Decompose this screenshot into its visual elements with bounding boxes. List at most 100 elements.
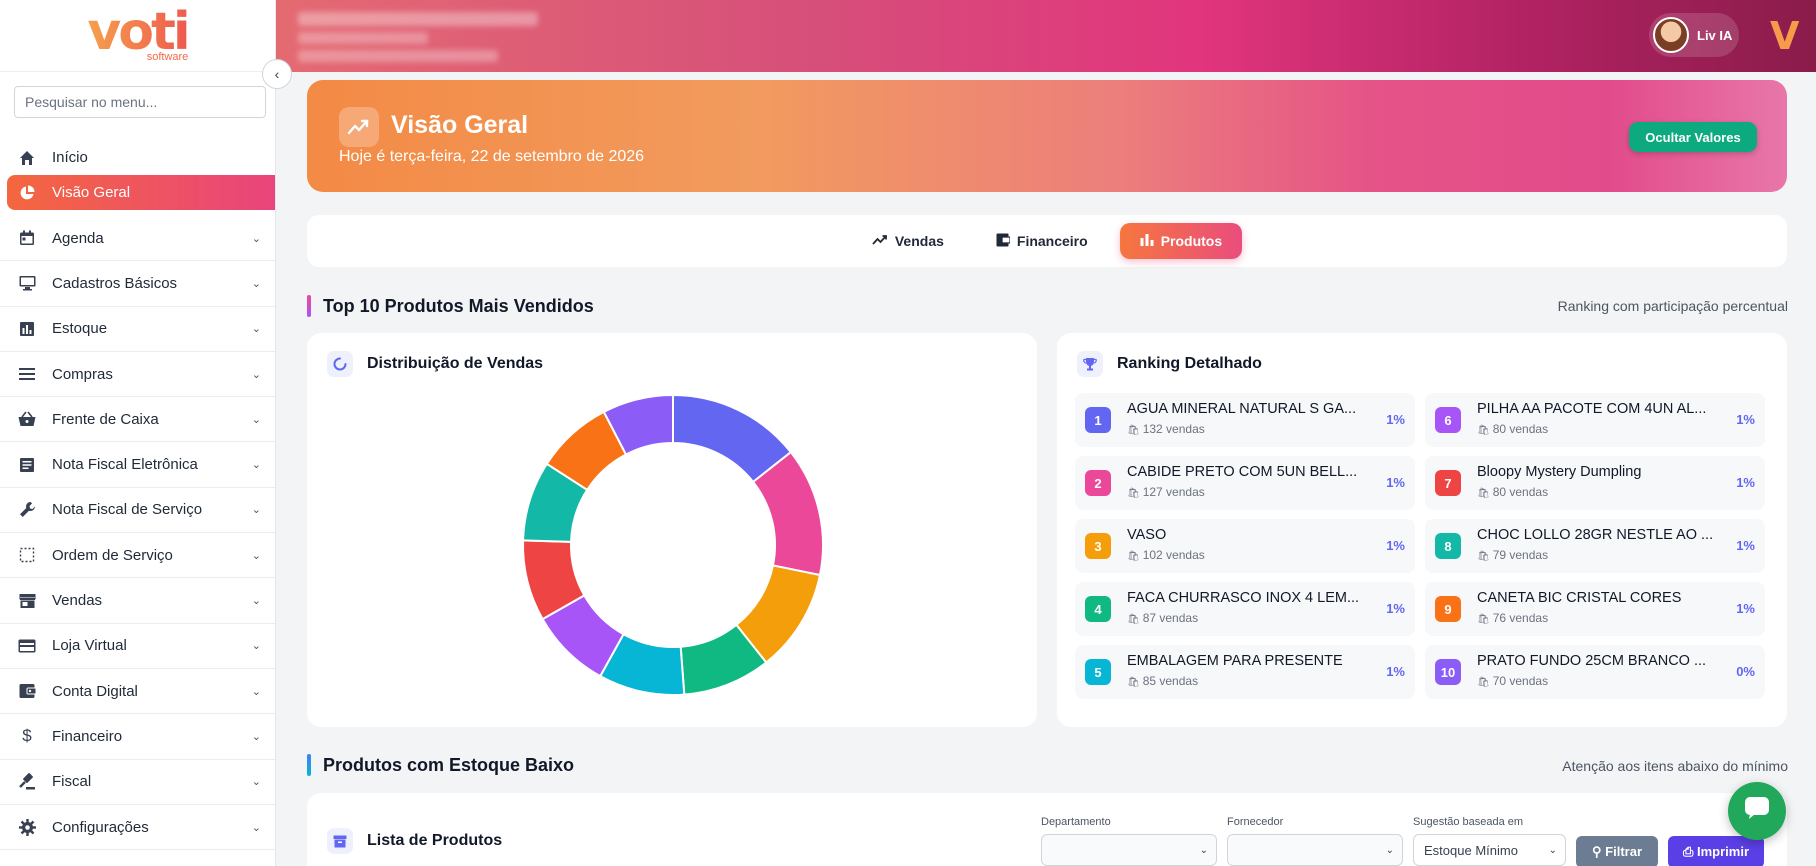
sidebar-item-nota-fiscal-eletronica[interactable]: Nota Fiscal Eletrônica ⌄ xyxy=(0,442,275,488)
bag-icon: 🛍 xyxy=(1477,614,1490,625)
sales-count: 132 vendas xyxy=(1142,422,1205,436)
chevron-down-icon: ⌄ xyxy=(1548,844,1557,856)
sidebar-item-visao-geral[interactable]: Visão Geral xyxy=(7,175,275,210)
top-products-heading: Top 10 Produtos Mais Vendidos xyxy=(307,295,594,317)
sidebar-item-label: Vendas xyxy=(52,592,103,610)
product-name: FACA CHURRASCO INOX 4 LEM... xyxy=(1127,590,1360,606)
department-select[interactable]: ⌄ xyxy=(1041,834,1217,866)
circle-notch-icon xyxy=(327,351,353,377)
sidebar-item-label: Configurações xyxy=(52,818,149,836)
blurred-company-line xyxy=(298,12,538,26)
product-sales: 🛍 127 vendas xyxy=(1127,485,1205,499)
tab-vendas[interactable]: Vendas xyxy=(852,223,964,259)
supplier-select[interactable]: ⌄ xyxy=(1227,834,1403,866)
ranking-item[interactable]: 10 PRATO FUNDO 25CM BRANCO ... 🛍 70 vendas 0… xyxy=(1425,645,1765,699)
ranking-item[interactable]: 2 CABIDE PRETO COM 5UN BELL... 🛍 127 vendas… xyxy=(1075,456,1415,510)
sidebar-menu: Início Visão Geral Agenda ⌄ Cadastros Bá… xyxy=(0,140,275,851)
section-subtitle: Atenção aos itens abaixo do mínimo xyxy=(1562,758,1788,774)
menu-search-input[interactable] xyxy=(14,86,266,118)
product-percentage: 1% xyxy=(1386,664,1405,679)
sales-donut-chart xyxy=(522,393,824,696)
section-accent-bar xyxy=(307,754,311,776)
section-title: Top 10 Produtos Mais Vendidos xyxy=(323,295,594,316)
sidebar-item-label: Compras xyxy=(52,365,113,383)
ranking-item[interactable]: 4 FACA CHURRASCO INOX 4 LEM... 🛍 87 vendas 1… xyxy=(1075,582,1415,636)
wrench-icon xyxy=(18,501,36,519)
trophy-icon xyxy=(1077,351,1103,377)
chevron-down-icon: ⌄ xyxy=(251,504,261,517)
hide-values-button[interactable]: Ocultar Valores xyxy=(1629,122,1757,152)
rank-badge: 2 xyxy=(1085,470,1111,496)
sidebar-item-ordem-de-servico[interactable]: Ordem de Serviço ⌄ xyxy=(0,533,275,579)
ranking-card: Ranking Detalhado 1 AGUA MINERAL NATURAL … xyxy=(1057,333,1787,727)
sales-count: 102 vendas xyxy=(1142,548,1205,562)
product-sales: 🛍 102 vendas xyxy=(1127,548,1205,562)
suggestion-select[interactable]: Estoque Mínimo ⌄ xyxy=(1413,834,1566,866)
sidebar-collapse-button[interactable]: ‹ xyxy=(262,59,292,89)
sidebar-item-estoque[interactable]: Estoque ⌄ xyxy=(0,307,275,352)
sidebar-item-financeiro[interactable]: $ Financeiro ⌄ xyxy=(0,714,275,760)
ranking-item[interactable]: 3 VASO 🛍 102 vendas 1% xyxy=(1075,519,1415,573)
chevron-down-icon: ⌄ xyxy=(251,277,261,290)
chevron-down-icon: ⌄ xyxy=(251,368,261,381)
product-name: AGUA MINERAL NATURAL S GA... xyxy=(1127,401,1357,417)
product-name: Bloopy Mystery Dumpling xyxy=(1477,464,1642,480)
product-sales: 🛍 80 vendas xyxy=(1477,485,1548,499)
tab-produtos[interactable]: Produtos xyxy=(1119,223,1243,259)
sidebar-item-vendas[interactable]: Vendas ⌄ xyxy=(0,578,275,624)
donut-slice[interactable] xyxy=(602,393,674,456)
sidebar-item-label: Conta Digital xyxy=(52,682,138,700)
product-percentage: 1% xyxy=(1736,538,1755,553)
voti-v-logo[interactable]: V xyxy=(1770,14,1800,58)
product-percentage: 1% xyxy=(1736,475,1755,490)
ranking-item[interactable]: 9 CANETA BIC CRISTAL CORES 🛍 76 vendas 1% xyxy=(1425,582,1765,636)
ranking-item[interactable]: 1 AGUA MINERAL NATURAL S GA... 🛍 132 vendas… xyxy=(1075,393,1415,447)
chevron-down-icon: ⌄ xyxy=(1199,844,1208,856)
chevron-down-icon: ⌄ xyxy=(251,821,261,834)
product-name: CANETA BIC CRISTAL CORES xyxy=(1477,590,1682,606)
button-label: Filtrar xyxy=(1605,844,1642,859)
card-title: Lista de Produtos xyxy=(367,832,503,849)
bar-chart-icon xyxy=(1140,233,1154,249)
ranking-item[interactable]: 8 CHOC LOLLO 28GR NESTLE AO ... 🛍 79 vendas… xyxy=(1425,519,1765,573)
product-name: CABIDE PRETO COM 5UN BELL... xyxy=(1127,464,1358,480)
ranking-item[interactable]: 7 Bloopy Mystery Dumpling 🛍 80 vendas 1% xyxy=(1425,456,1765,510)
sidebar-item-label: Estoque xyxy=(52,320,108,338)
department-label: Departamento xyxy=(1041,816,1111,828)
rank-badge: 5 xyxy=(1085,659,1111,685)
overview-tabs: Vendas Financeiro Produtos xyxy=(307,215,1787,267)
ranking-item[interactable]: 6 PILHA AA PACOTE COM 4UN AL... 🛍 80 vendas… xyxy=(1425,393,1765,447)
sidebar-item-loja-virtual[interactable]: Loja Virtual ⌄ xyxy=(0,624,275,669)
rank-badge: 1 xyxy=(1085,407,1111,433)
sidebar-item-configuracoes[interactable]: Configurações ⌄ xyxy=(0,805,275,851)
chat-button[interactable] xyxy=(1728,782,1786,840)
sidebar-item-frente-de-caixa[interactable]: Frente de Caixa ⌄ xyxy=(0,397,275,443)
voti-logo[interactable]: voti software xyxy=(0,0,275,72)
section-subtitle: Ranking com participação percentual xyxy=(1557,298,1788,314)
bag-icon: 🛍 xyxy=(1477,488,1490,499)
bar-chart-icon xyxy=(18,320,36,338)
filter-button[interactable]: ⚲ Filtrar xyxy=(1576,836,1658,866)
blurred-company-line xyxy=(298,32,428,44)
chevron-down-icon: ⌄ xyxy=(251,232,261,245)
sidebar-item-label: Loja Virtual xyxy=(52,637,127,655)
tab-financeiro[interactable]: Financeiro xyxy=(976,223,1108,259)
bag-icon: 🛍 xyxy=(1477,425,1490,436)
sidebar-item-cadastros-basicos[interactable]: Cadastros Básicos ⌄ xyxy=(0,261,275,307)
sidebar-item-agenda[interactable]: Agenda ⌄ xyxy=(0,216,275,262)
card-title: Ranking Detalhado xyxy=(1117,355,1262,372)
wallet-icon xyxy=(18,682,36,700)
sidebar-item-inicio[interactable]: Início xyxy=(0,140,275,175)
sidebar-item-conta-digital[interactable]: Conta Digital ⌄ xyxy=(0,669,275,715)
print-button[interactable]: ⎙ Imprimir xyxy=(1668,836,1764,866)
sidebar-item-nota-fiscal-servico[interactable]: Nota Fiscal de Serviço ⌄ xyxy=(0,488,275,534)
product-percentage: 1% xyxy=(1386,538,1405,553)
ranking-item[interactable]: 5 EMBALAGEM PARA PRESENTE 🛍 85 vendas 1% xyxy=(1075,645,1415,699)
sidebar-item-label: Visão Geral xyxy=(52,184,131,201)
sidebar-item-fiscal[interactable]: Fiscal ⌄ xyxy=(0,760,275,805)
sales-count: 80 vendas xyxy=(1492,485,1549,499)
basket-icon xyxy=(18,410,36,428)
sidebar-item-compras[interactable]: Compras ⌄ xyxy=(0,352,275,398)
user-menu[interactable]: Liv IA xyxy=(1649,13,1739,57)
user-name: Liv IA xyxy=(1697,27,1733,43)
